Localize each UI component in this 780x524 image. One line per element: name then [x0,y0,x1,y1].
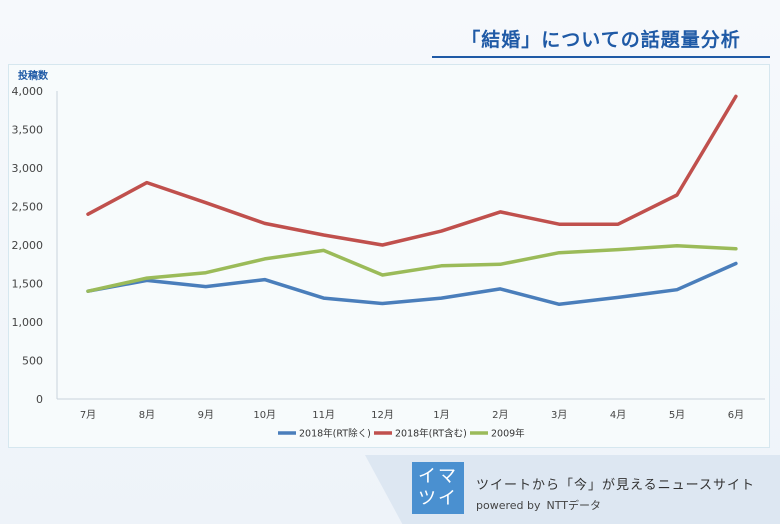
y-tick-label: 2,000 [12,239,44,252]
legend-label: 2009年 [491,428,525,440]
logo-text-line2: ツイ [418,488,458,509]
x-tick-label: 5月 [669,409,685,421]
y-tick-label: 3,500 [12,124,44,137]
y-tick-label: 1,000 [12,316,44,329]
legend-label: 2018年(RT含む) [395,428,467,440]
x-tick-label: 2月 [492,409,508,421]
powered-by-line: powered by NTTデータ [476,497,601,513]
page-title: 「結婚」についての話題量分析 [461,28,741,51]
y-tick-label: 500 [22,355,43,368]
chart-panel [8,64,770,448]
y-tick-label: 1,500 [12,278,44,291]
x-tick-label: 9月 [198,409,214,421]
x-tick-label: 4月 [610,409,626,421]
x-tick-label: 3月 [551,409,567,421]
series-line [86,261,738,307]
y-tick-label: 3,000 [12,162,44,175]
y-tick-label: 0 [36,393,43,406]
powered-by-label: powered by [476,499,541,512]
title-banner: 「結婚」についての話題量分析 [432,20,770,58]
imatsui-logo[interactable]: イマ ツイ [412,462,464,514]
logo-text-line1: イマ [418,466,458,487]
footer-tagline: ツイートから「今」が見えるニュースサイト [476,478,755,493]
x-tick-label: 10月 [253,409,276,421]
x-tick-label: 12月 [371,409,394,421]
y-ticks: 0 500 1,000 1,500 2,000 2,500 3,000 3,500 4,000 [12,85,44,406]
x-tick-label: 7月 [80,409,96,421]
x-ticks: 7月 8月 9月 10月 11月 12月 1月 2月 3月 4月 5月 6月 [80,409,744,421]
x-tick-label: 6月 [728,409,744,421]
series-lines [86,94,738,307]
legend: 2018年(RT除く) 2018年(RT含む) 2009年 [278,428,525,440]
series-line [86,94,738,247]
x-tick-label: 8月 [139,409,155,421]
legend-label: 2018年(RT除く) [299,428,371,440]
brand-name: NTTデータ [546,499,601,512]
y-axis-label: 投稿数 [18,69,49,82]
x-tick-label: 1月 [433,409,449,421]
y-tick-label: 4,000 [12,85,44,98]
y-tick-label: 2,500 [12,201,44,214]
series-line [86,244,738,293]
x-tick-label: 11月 [312,409,335,421]
